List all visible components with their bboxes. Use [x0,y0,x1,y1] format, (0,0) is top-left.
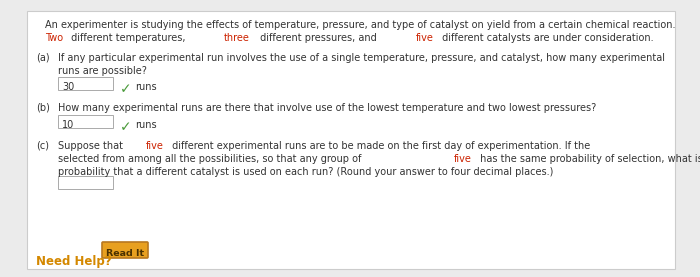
Text: five: five [146,141,164,151]
FancyBboxPatch shape [102,242,148,258]
Text: five: five [416,33,434,43]
Text: runs: runs [135,120,157,130]
Text: 30: 30 [62,82,74,92]
Text: Two: Two [45,33,63,43]
Text: three: three [224,33,250,43]
FancyBboxPatch shape [58,77,113,90]
Text: (b): (b) [36,103,50,113]
Text: Suppose that: Suppose that [58,141,126,151]
Text: different temperatures,: different temperatures, [69,33,189,43]
Text: different experimental runs are to be made on the first day of experimentation. : different experimental runs are to be ma… [169,141,594,151]
Text: (a): (a) [36,53,50,63]
Text: runs are possible?: runs are possible? [58,66,147,76]
Text: probability that a different catalyst is used on each run? (Round your answer to: probability that a different catalyst is… [58,167,554,177]
Text: ✓: ✓ [120,82,132,96]
Text: different pressures, and: different pressures, and [258,33,380,43]
Text: five: five [454,154,471,164]
FancyBboxPatch shape [58,176,113,189]
Text: selected from among all the possibilities, so that any group of: selected from among all the possibilitie… [58,154,365,164]
Text: different catalysts are under consideration.: different catalysts are under considerat… [439,33,654,43]
FancyBboxPatch shape [27,11,675,269]
Text: Need Help?: Need Help? [36,255,111,268]
Text: If any particular experimental run involves the use of a single temperature, pre: If any particular experimental run invol… [58,53,665,63]
Text: (c): (c) [36,141,49,151]
FancyBboxPatch shape [58,115,113,128]
Text: How many experimental runs are there that involve use of the lowest temperature : How many experimental runs are there tha… [58,103,596,113]
Text: An experimenter is studying the effects of temperature, pressure, and type of ca: An experimenter is studying the effects … [45,20,676,30]
Text: 10: 10 [62,120,74,130]
Text: has the same probability of selection, what is the: has the same probability of selection, w… [477,154,700,164]
Text: Read It: Read It [106,250,144,258]
Text: ✓: ✓ [120,120,132,134]
Text: runs: runs [135,82,157,92]
